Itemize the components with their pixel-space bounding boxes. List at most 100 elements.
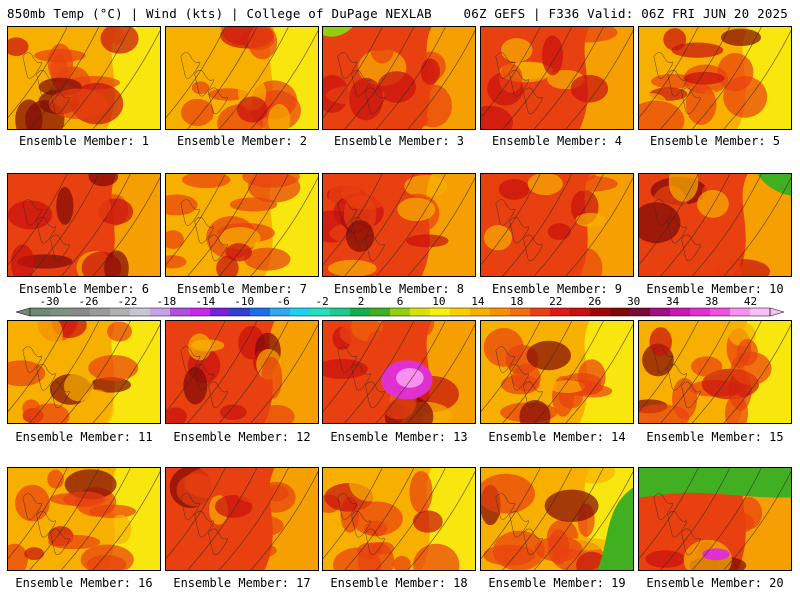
colorbar-swatch: [730, 308, 751, 316]
temperature-field: [323, 468, 475, 570]
ensemble-member-14-label: Ensemble Member: 14: [488, 430, 626, 444]
colorbar-tick-label: 18: [510, 295, 523, 308]
ensemble-member-4-label: Ensemble Member: 4: [491, 134, 623, 148]
ensemble-member-6-label: Ensemble Member: 6: [18, 282, 150, 296]
ensemble-member-19-label: Ensemble Member: 19: [488, 576, 626, 590]
colorbar-swatch: [90, 308, 111, 316]
temperature-field: [481, 27, 633, 129]
colorbar-swatch: [650, 308, 671, 316]
ensemble-member-12-map: [165, 320, 319, 424]
ensemble-member-16-label: Ensemble Member: 16: [15, 576, 153, 590]
colorbar-swatch: [190, 308, 211, 316]
temperature-field: [639, 174, 791, 276]
ensemble-member-11-map: [7, 320, 161, 424]
ensemble-member-16-map: [7, 467, 161, 571]
ensemble-member-8-label: Ensemble Member: 8: [333, 282, 465, 296]
colorbar-tick-label: 42: [744, 295, 757, 308]
temperature-field: [8, 174, 160, 276]
ensemble-member-1-label: Ensemble Member: 1: [18, 134, 150, 148]
ensemble-member-12-label: Ensemble Member: 12: [173, 430, 311, 444]
temperature-field: [166, 27, 318, 129]
ensemble-member-17-label: Ensemble Member: 17: [173, 576, 311, 590]
colorbar-swatch: [590, 308, 611, 316]
colorbar-tick-label: 26: [588, 295, 601, 308]
temperature-field: [639, 27, 791, 129]
ensemble-member-19-map: [480, 467, 634, 571]
temperature-field: [481, 321, 633, 423]
ensemble-member-3-map: [322, 26, 476, 130]
temperature-field: [8, 321, 160, 423]
temperature-field: [323, 27, 475, 129]
ensemble-member-6-map: [7, 173, 161, 277]
temperature-field: [323, 321, 475, 423]
colorbar-swatch: [710, 308, 731, 316]
colorbar-swatch: [30, 308, 51, 316]
colorbar-tick-label: 14: [471, 295, 485, 308]
colorbar-tick-label: 30: [627, 295, 640, 308]
ensemble-member-9-label: Ensemble Member: 9: [491, 282, 623, 296]
colorbar-tick-label: -10: [234, 295, 254, 308]
colorbar-swatch: [670, 308, 691, 316]
colorbar-tick-label: 34: [666, 295, 680, 308]
ensemble-member-20-label: Ensemble Member: 20: [646, 576, 784, 590]
header-run-info: 06Z GEFS | F336 Valid: 06Z FRI JUN 20 20…: [463, 6, 788, 21]
colorbar-tick-label: -22: [117, 295, 137, 308]
header-title: 850mb Temp (°C) | Wind (kts) | College o…: [7, 6, 432, 21]
colorbar-swatch: [510, 308, 531, 316]
ensemble-member-3-label: Ensemble Member: 3: [333, 134, 465, 148]
ensemble-member-7-label: Ensemble Member: 7: [176, 282, 308, 296]
colorbar-swatch: [470, 308, 491, 316]
ensemble-member-17-map: [165, 467, 319, 571]
ensemble-member-5-label: Ensemble Member: 5: [649, 134, 781, 148]
ensemble-member-5-map: [638, 26, 792, 130]
colorbar-swatch: [530, 308, 551, 316]
temperature-field: [481, 468, 633, 570]
colorbar-tick-label: -30: [40, 295, 60, 308]
ensemble-member-7-map: [165, 173, 319, 277]
ensemble-member-18-map: [322, 467, 476, 571]
ensemble-member-1-map: [7, 26, 161, 130]
ensemble-member-14-map: [480, 320, 634, 424]
colorbar-tick-label: -26: [78, 295, 98, 308]
colorbar-swatch: [210, 308, 231, 316]
colorbar-swatch: [70, 308, 91, 316]
colorbar-swatch: [150, 308, 171, 316]
colorbar-tick-label: -2: [315, 295, 328, 308]
temperature-colorbar: -30 -26 -22 -18 -14 -10 -6 -2 2 6 10 14 18 22 26 30 34 38…: [15, 295, 785, 317]
colorbar-swatch: [630, 308, 651, 316]
colorbar-swatch: [250, 308, 271, 316]
colorbar-tick-label: 22: [549, 295, 562, 308]
colorbar-swatch: [110, 308, 131, 316]
ensemble-member-2-label: Ensemble Member: 2: [176, 134, 308, 148]
colorbar-swatch: [290, 308, 311, 316]
colorbar-swatch: [490, 308, 511, 316]
temperature-field: [166, 468, 318, 570]
colorbar-swatch: [550, 308, 571, 316]
colorbar-swatch: [130, 308, 151, 316]
temperature-field: [481, 174, 633, 276]
temperature-field: [639, 321, 791, 423]
temperature-field: [166, 174, 318, 276]
colorbar-swatch: [410, 308, 431, 316]
colorbar-swatch: [350, 308, 371, 316]
temperature-field: [8, 27, 160, 129]
colorbar-swatch: [610, 308, 631, 316]
colorbar-swatch: [570, 308, 591, 316]
colorbar-swatch: [370, 308, 391, 316]
colorbar-max-arrow: [769, 307, 785, 317]
colorbar-swatch: [230, 308, 251, 316]
ensemble-member-13-map: [322, 320, 476, 424]
colorbar-swatch: [50, 308, 71, 316]
colorbar-swatch: [270, 308, 291, 316]
temperature-field: [323, 174, 475, 276]
colorbar-tick-label: 38: [705, 295, 718, 308]
colorbar-min-arrow: [15, 307, 31, 317]
colorbar-tick-label: 6: [397, 295, 404, 308]
ensemble-member-18-label: Ensemble Member: 18: [330, 576, 468, 590]
ensemble-member-15-map: [638, 320, 792, 424]
colorbar-swatch: [430, 308, 451, 316]
colorbar-tick-label: -18: [156, 295, 176, 308]
colorbar-swatch: [750, 308, 771, 316]
ensemble-member-9-map: [480, 173, 634, 277]
ensemble-member-20-map: [638, 467, 792, 571]
